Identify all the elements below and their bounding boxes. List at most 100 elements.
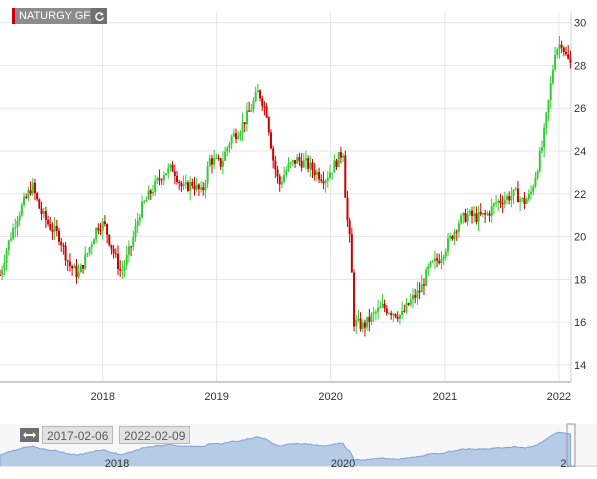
candle-body xyxy=(68,261,71,266)
candle-body xyxy=(204,183,207,191)
candle-body xyxy=(1,269,4,276)
x-tick-label: 2020 xyxy=(318,391,342,403)
candle-body xyxy=(346,197,349,221)
candle-body xyxy=(55,225,58,231)
candle-body xyxy=(60,241,63,246)
candle-body xyxy=(31,182,34,194)
candle-body xyxy=(562,47,565,52)
candle-body xyxy=(224,151,227,161)
range-start-input[interactable]: 2017-02-06 xyxy=(42,426,114,444)
candle-body xyxy=(560,44,563,48)
candle-body xyxy=(171,164,174,172)
candle-body xyxy=(307,158,310,169)
candle-body xyxy=(523,198,526,204)
navigator-tick-label: 2020 xyxy=(331,458,355,470)
candle-body xyxy=(497,200,500,203)
candle-body xyxy=(392,313,395,316)
candle-body xyxy=(455,231,458,233)
candle-body xyxy=(202,187,205,191)
candle-body xyxy=(92,239,95,245)
candle-body xyxy=(422,284,425,286)
y-tick-label: 18 xyxy=(574,274,586,286)
candle-body xyxy=(180,183,183,187)
candle-body xyxy=(398,314,401,319)
y-tick-label: 30 xyxy=(574,18,586,30)
candle-body xyxy=(466,214,469,222)
candle-body xyxy=(315,171,318,176)
candle-body xyxy=(324,181,327,184)
candle-body xyxy=(239,132,242,137)
candle-body xyxy=(47,219,50,224)
candle-body xyxy=(86,253,89,255)
candle-body xyxy=(278,176,281,185)
candle-body xyxy=(195,184,198,190)
refresh-icon[interactable] xyxy=(91,8,107,24)
series-legend[interactable]: NATURGY GF xyxy=(12,8,107,24)
candle-body xyxy=(479,211,482,215)
candle-body xyxy=(117,253,120,269)
candle-body xyxy=(460,215,463,224)
candle-body xyxy=(53,225,56,232)
candle-body xyxy=(543,127,546,148)
candle-body xyxy=(457,223,460,232)
candle-body xyxy=(534,177,537,187)
candle-body xyxy=(200,187,203,190)
candle-body xyxy=(547,99,550,113)
candle-body xyxy=(449,235,452,239)
candle-body xyxy=(119,268,122,271)
candle-body xyxy=(191,181,194,186)
candle-body xyxy=(169,164,172,168)
candle-body xyxy=(403,310,406,312)
candle-body xyxy=(215,157,218,159)
candle-body xyxy=(407,303,410,305)
candle-body xyxy=(5,250,8,264)
x-tick-label: 2021 xyxy=(433,391,457,403)
candle-body xyxy=(145,199,148,202)
candle-body xyxy=(197,184,200,190)
candle-body xyxy=(101,221,104,231)
candle-body xyxy=(383,303,386,309)
candle-body xyxy=(217,157,220,159)
candle-body xyxy=(38,199,41,209)
candle-body xyxy=(501,202,504,205)
candle-body xyxy=(488,213,491,216)
candle-body xyxy=(33,182,36,193)
candle-body xyxy=(51,229,54,232)
candle-body xyxy=(127,246,130,255)
candle-body xyxy=(416,290,419,298)
candle-body xyxy=(132,236,135,247)
range-toggle-icon[interactable] xyxy=(20,428,39,442)
candle-body xyxy=(377,308,380,313)
candle-body xyxy=(206,166,209,184)
candle-body xyxy=(97,227,100,231)
legend-color-swatch xyxy=(12,8,15,24)
candle-body xyxy=(451,235,454,240)
candle-body xyxy=(156,178,159,181)
candle-body xyxy=(540,147,543,152)
candle-body xyxy=(350,234,353,273)
range-end-input[interactable]: 2022-02-09 xyxy=(119,426,191,444)
candle-body xyxy=(141,201,144,218)
candle-body xyxy=(285,170,288,176)
candle-body xyxy=(538,151,541,172)
candle-body xyxy=(300,160,303,168)
candle-body xyxy=(516,188,519,203)
candle-body xyxy=(527,194,530,200)
candle-body xyxy=(405,303,408,312)
candle-body xyxy=(254,92,257,102)
candle-body xyxy=(274,160,277,170)
candle-body xyxy=(331,172,334,174)
candle-body xyxy=(130,246,133,248)
candle-body xyxy=(237,136,240,139)
candle-body xyxy=(44,211,47,220)
candle-body xyxy=(359,318,362,329)
candle-body xyxy=(427,266,430,270)
candle-body xyxy=(409,299,412,305)
candle-body xyxy=(283,175,286,183)
candle-body xyxy=(477,211,480,222)
candle-body xyxy=(361,322,364,329)
candle-body xyxy=(506,196,509,200)
candle-body xyxy=(370,314,373,322)
